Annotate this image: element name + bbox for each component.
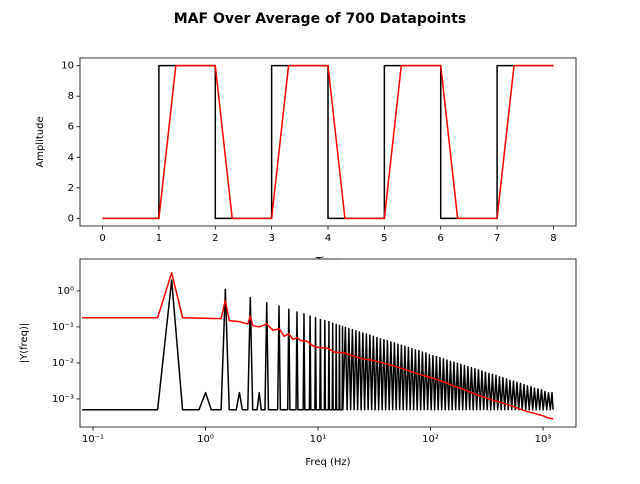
x-tick-label: 1 (156, 233, 162, 244)
x-tick-label: 10⁰ (197, 434, 214, 445)
x-tick-label: 4 (325, 233, 331, 244)
axes-frame (79, 258, 577, 428)
y-tick-label: 10 (61, 61, 74, 72)
y-tick-label: 10⁻³ (52, 394, 74, 405)
y-axis-label: Amplitude (35, 116, 46, 167)
figure-title: MAF Over Average of 700 Datapoints (174, 11, 467, 27)
x-axis-label: Freq (Hz) (305, 457, 350, 468)
y-tick-label: 10⁻¹ (52, 322, 74, 333)
x-tick-label: 5 (381, 233, 387, 244)
y-tick-label: 0 (68, 213, 74, 224)
y-tick-label: 8 (68, 91, 74, 102)
data-line (82, 279, 554, 411)
x-tick-label: 3 (268, 233, 274, 244)
x-tick-label: 2 (212, 233, 218, 244)
data-line (82, 271, 554, 420)
data-line (102, 64, 554, 220)
y-tick-label: 10⁰ (57, 286, 74, 297)
x-tick-label: 8 (550, 233, 556, 244)
x-tick-label: 10² (422, 434, 439, 445)
x-tick-label: 10⁻¹ (82, 434, 104, 445)
x-tick-label: 6 (438, 233, 444, 244)
x-tick-label: 0 (99, 233, 105, 244)
y-tick-label: 2 (68, 183, 74, 194)
y-tick-label: 6 (68, 122, 74, 133)
x-tick-label: 7 (494, 233, 500, 244)
x-tick-label: 10¹ (310, 434, 327, 445)
x-tick-label: 10³ (535, 434, 552, 445)
y-tick-label: 4 (68, 152, 74, 163)
y-axis-label: |Y(freq)| (19, 323, 30, 364)
y-tick-label: 10⁻² (52, 358, 74, 369)
